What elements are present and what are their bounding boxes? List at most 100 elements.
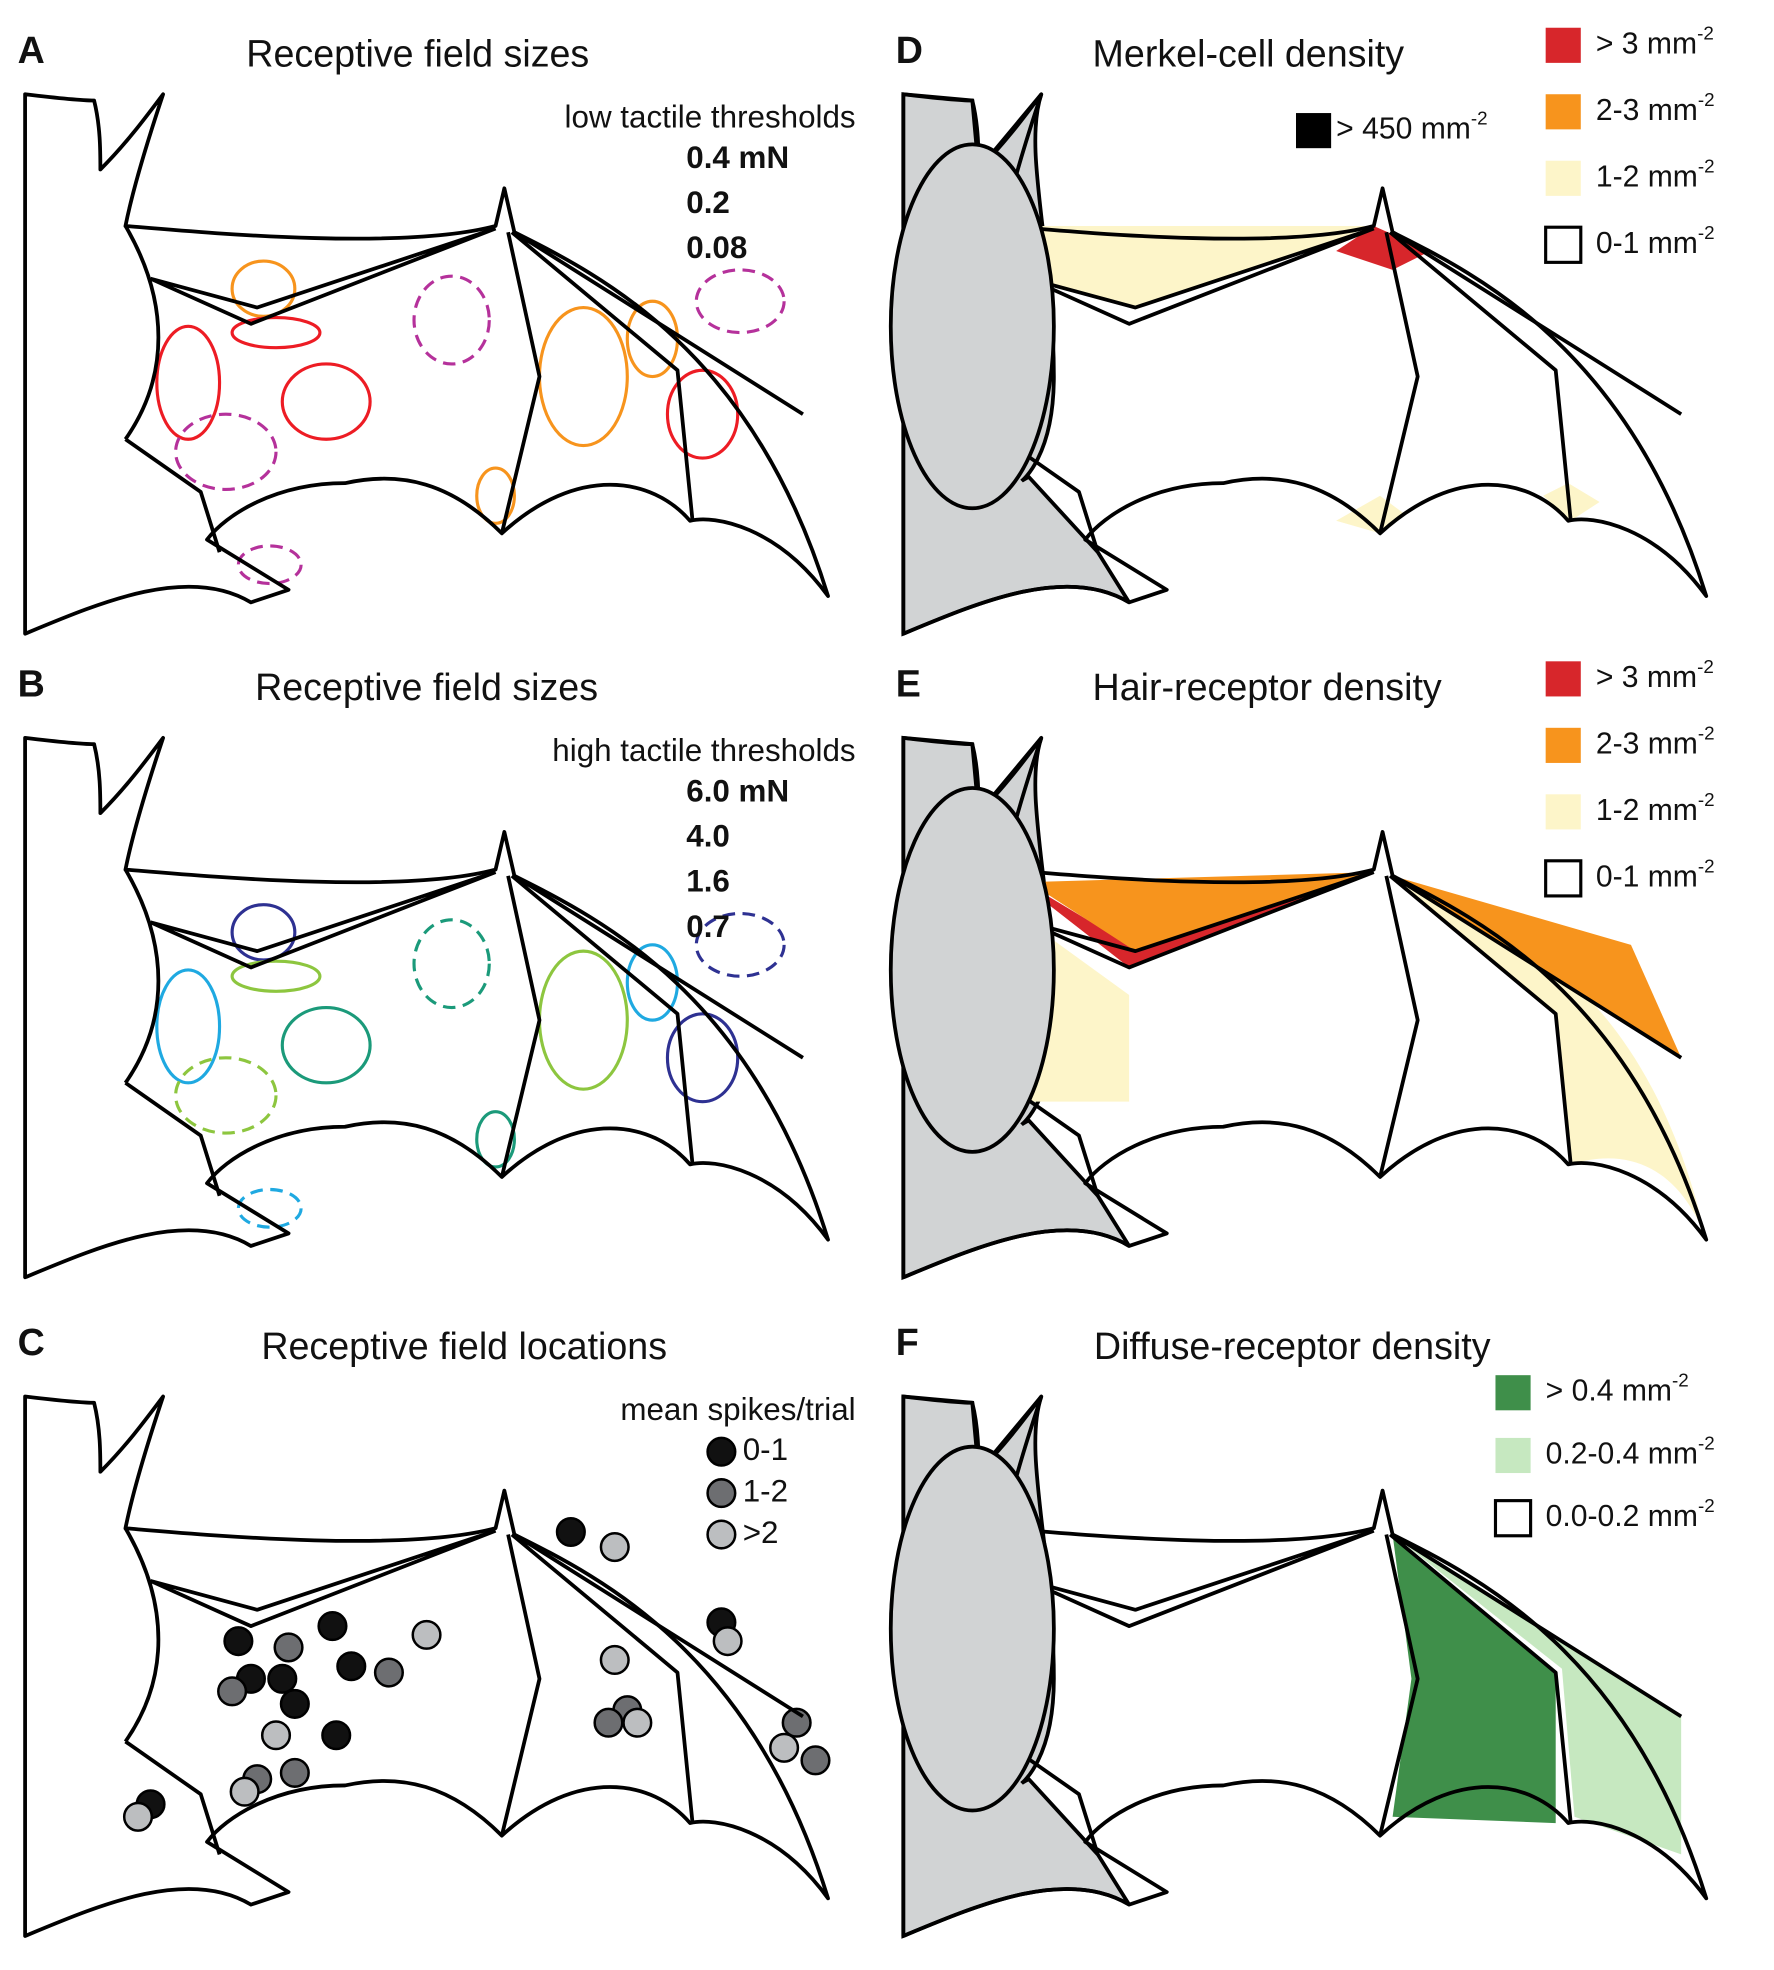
panel-title: Merkel-cell density: [1093, 33, 1405, 75]
field-dot: [336, 1651, 367, 1682]
panel-title: Diffuse-receptor density: [1094, 1325, 1491, 1367]
inset-legend: > 450 mm-2: [1336, 108, 1487, 145]
legend-label: 2-3 mm: [1596, 727, 1698, 760]
legend-title: mean spikes/trial: [620, 1392, 855, 1427]
inset-swatch: [1295, 113, 1332, 149]
region: [1392, 1534, 1556, 1824]
legend-item: 1-2 mm-2: [1596, 789, 1715, 826]
bat-outline: [23, 1394, 830, 1938]
receptive-field: [230, 903, 297, 962]
legend-dot: [706, 1436, 737, 1467]
receptive-field: [280, 362, 372, 441]
bat-outline: [23, 92, 830, 636]
legend-label: 1-2: [743, 1473, 788, 1508]
field-dot: [373, 1657, 404, 1688]
legend-exponent: -2: [1672, 1370, 1689, 1391]
legend-item: 0.2-0.4 mm-2: [1546, 1433, 1715, 1470]
legend-exponent: -2: [1698, 89, 1715, 110]
field-dot: [279, 1757, 310, 1788]
receptive-field: [155, 968, 222, 1085]
legend-item: 0-1 mm-2: [1596, 856, 1715, 893]
legend-swatch: [1545, 160, 1581, 196]
legend-label: 0.08: [686, 230, 747, 265]
legend-label: 1.6: [686, 864, 730, 899]
legend-swatch: [1544, 225, 1583, 264]
field-dot: [712, 1626, 743, 1657]
legend-item: > 0.4 mm-2: [1546, 1370, 1689, 1407]
legend-swatch: [1495, 1375, 1531, 1411]
panel-letter: F: [896, 1321, 919, 1363]
legend-label: > 3 mm: [1596, 27, 1697, 60]
region: [1336, 483, 1600, 534]
legend-label: 0-1 mm: [1596, 227, 1698, 260]
legend-label: 0.2-0.4 mm: [1546, 1437, 1698, 1470]
legend-label: 0.2: [686, 185, 730, 220]
bat-torso: [888, 1444, 1056, 1813]
panel-title: Hair-receptor density: [1093, 666, 1442, 708]
panel: [23, 92, 830, 636]
legend-title: high tactile thresholds: [552, 733, 855, 768]
legend-label: > 3 mm: [1596, 661, 1697, 694]
legend-item: 1-2 mm-2: [1596, 156, 1715, 193]
region: [1003, 869, 1374, 968]
legend-dot: [706, 1478, 737, 1509]
panel: [888, 1394, 1709, 1939]
receptive-field: [475, 1110, 516, 1169]
receptive-field: [475, 466, 516, 525]
legend-exponent: -2: [1698, 789, 1715, 810]
legend-exponent: -2: [1698, 856, 1715, 877]
bat-torso: [888, 786, 1056, 1154]
legend-item: > 3 mm-2: [1596, 656, 1714, 693]
legend-label: > 0.4 mm: [1546, 1375, 1672, 1408]
region: [1003, 225, 1374, 308]
receptive-field: [537, 305, 629, 448]
field-dot: [411, 1619, 442, 1650]
region: [1392, 875, 1707, 1240]
receptive-field: [412, 918, 491, 1010]
legend-item: > 3 mm-2: [1596, 23, 1714, 60]
legend-label: 4.0: [686, 818, 730, 853]
legend-swatch: [1544, 859, 1583, 898]
legend-swatch: [1545, 727, 1581, 763]
panel-title: Receptive field sizes: [246, 33, 589, 75]
field-dot: [555, 1516, 586, 1548]
receptive-field: [230, 959, 322, 993]
receptive-field: [174, 412, 278, 492]
receptive-field: [230, 315, 322, 350]
legend-exponent: -2: [1697, 656, 1714, 677]
legend-swatch: [1495, 1437, 1531, 1474]
panel: [23, 1394, 831, 1938]
receptive-field: [694, 911, 786, 978]
legend-item: 2-3 mm-2: [1596, 723, 1715, 760]
legend-swatch: [1493, 1499, 1533, 1538]
legend-swatch: [1545, 794, 1581, 830]
field-dot: [769, 1732, 800, 1763]
panel-letter: A: [18, 29, 45, 71]
legend-item: 0-1 mm-2: [1596, 222, 1715, 259]
receptive-field: [694, 268, 786, 335]
panel-title: Receptive field sizes: [255, 666, 598, 708]
legend-item: 2-3 mm-2: [1596, 89, 1715, 126]
legend-exponent: -2: [1698, 222, 1715, 243]
receptive-field: [236, 1187, 303, 1229]
receptive-field: [280, 1006, 372, 1085]
legend-exponent: -2: [1697, 23, 1714, 44]
legend-exponent: -2: [1698, 723, 1715, 744]
field-dot: [622, 1707, 653, 1738]
legend-label: 6.0 mN: [686, 773, 789, 808]
panel-letter: C: [18, 1321, 45, 1363]
panel: [23, 735, 830, 1280]
panel: [888, 92, 1709, 637]
receptive-field: [155, 324, 222, 441]
legend-label: 0-1 mm: [1596, 860, 1698, 893]
legend-swatch: [1545, 661, 1581, 697]
receptive-field: [665, 1012, 740, 1104]
field-dot: [279, 1688, 310, 1719]
receptive-field: [230, 259, 297, 318]
legend-exponent: -2: [1471, 108, 1488, 129]
panel-letter: B: [18, 662, 45, 704]
legend-swatch: [1545, 27, 1581, 63]
field-dot: [229, 1776, 260, 1807]
legend-label: > 450 mm: [1336, 113, 1471, 146]
panel: [888, 735, 1709, 1281]
